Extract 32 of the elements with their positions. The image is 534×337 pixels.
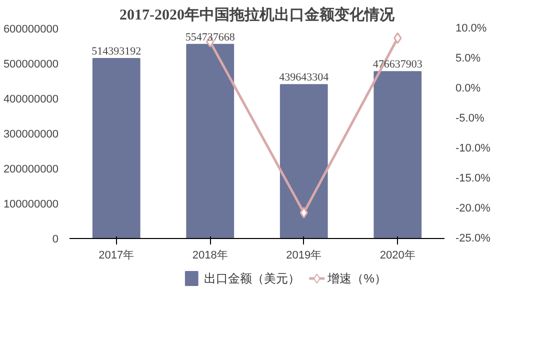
y2-tick-label: -15.0%: [456, 172, 491, 184]
legend-label: 出口金额（美元）: [204, 272, 300, 286]
bar: [92, 58, 140, 238]
data-label: 554737668: [185, 31, 236, 44]
y2-tick-label: 5.0%: [456, 52, 481, 64]
y2-tick-label: 0.0%: [456, 82, 481, 94]
y2-tick-label: 10.0%: [456, 22, 487, 34]
y2-tick-label: -10.0%: [456, 142, 491, 154]
bar: [374, 71, 422, 238]
point: [300, 206, 308, 218]
y-tick-label: 400000000: [3, 94, 59, 106]
point: [394, 32, 402, 44]
x-tick-label: 2017年: [98, 250, 134, 262]
y2-tick-label: -20.0%: [456, 202, 491, 214]
bar: [186, 44, 234, 238]
legend-label: 增速（%）: [326, 272, 386, 286]
x-tick-label: 2019年: [286, 250, 322, 262]
y-tick-label: 200000000: [3, 164, 59, 176]
bar: [280, 84, 328, 238]
x-tick-label: 2020年: [380, 250, 416, 262]
y-tick-label: 500000000: [3, 58, 59, 70]
data-label: 439643304: [279, 72, 330, 84]
y-tick-label: 600000000: [3, 24, 59, 36]
data-label: 476637903: [372, 58, 423, 71]
y-tick-label: 100000000: [3, 198, 59, 210]
y2-tick-label: -5.0%: [456, 112, 484, 124]
y-tick-label: 300000000: [3, 128, 59, 140]
data-label: 514393192: [92, 45, 142, 58]
y2-tick-label: -25.0%: [456, 232, 491, 244]
y-tick-label: 0: [52, 234, 59, 246]
x-tick-label: 2018年: [192, 250, 228, 262]
chart-title: 2017-2020年中国拖拉机出口金额变化情况: [120, 6, 396, 24]
